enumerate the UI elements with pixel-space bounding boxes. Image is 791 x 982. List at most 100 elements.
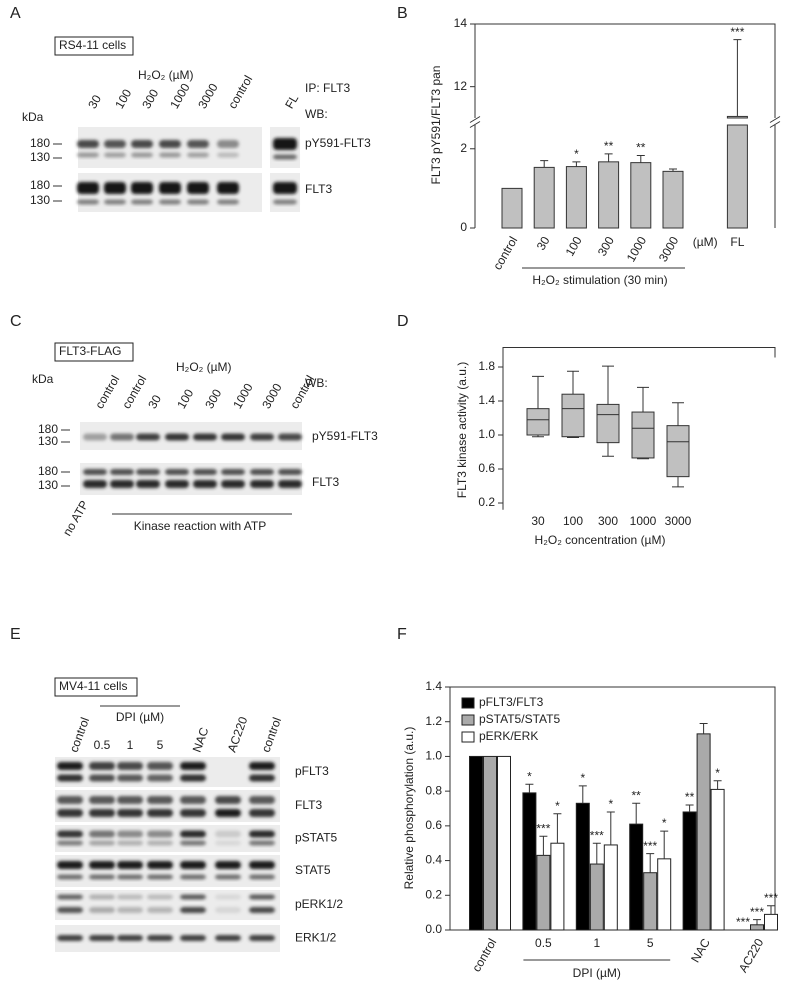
blot-band [180,935,206,941]
blot-band [136,480,160,488]
y-tick-label: 1.0 [425,749,442,763]
significance-label: ** [685,790,695,804]
blot-band [117,762,143,770]
significance-label: * [555,799,560,813]
blot-band [131,199,153,205]
bar [550,842,565,931]
bar [696,733,711,931]
blot-band [57,809,83,817]
blot-band [180,809,206,817]
blot-band [193,480,217,488]
blot-band [249,907,275,913]
blot-band [89,894,115,900]
band-label: pFLT3 [295,764,329,778]
bar [603,844,618,931]
significance-label: * [527,769,532,783]
band-label: pY591-FLT3 [305,136,371,150]
group-label: DPI (µM) [573,966,621,980]
blot-band [117,830,143,838]
blot-band [147,874,173,880]
lane-label: 300 [139,86,161,111]
x-tick-label: 1000 [624,234,650,264]
wb-label: WB: [305,376,328,390]
blot-band [77,152,99,158]
error-bar [753,919,761,925]
marker-label: 180 [38,422,58,436]
blot-band [131,152,153,158]
treatment-label: DPI (µM) [116,710,164,724]
panel-label: F [397,626,407,643]
y-tick-label: 2 [460,141,467,155]
marker-label: 180 [30,136,50,150]
bar [533,166,555,229]
significance-label: ** [636,141,646,155]
blot-band [117,809,143,817]
blot-band [165,469,189,475]
lane-label: control [92,373,122,411]
blot-band [117,935,143,941]
y-tick-label: 1.2 [425,714,442,728]
x-unit-label: (µM) [693,235,718,249]
blot-band [89,809,115,817]
lane-label: 30 [145,392,164,411]
blot-band [89,935,115,941]
blot-band [147,774,173,782]
blot-band [83,433,107,441]
lane-label: control [287,373,317,411]
blot-background [55,790,280,822]
lane-label: NAC [190,725,212,754]
blot-band [180,840,206,846]
blot-band [273,154,297,160]
blot-band [147,830,173,838]
blot-band [117,861,143,869]
x-tick-label: 3000 [656,234,682,264]
significance-label: *** [730,25,744,39]
box [561,393,585,438]
blot-band [215,874,241,880]
blot-band [147,907,173,913]
blot-band [278,480,302,488]
blot-band [217,152,239,158]
blot-band [215,861,241,869]
legend-swatch [461,697,475,709]
blot-band [83,480,107,488]
blot-band [180,762,206,770]
y-tick-label: 12 [454,79,468,93]
blot-band [57,894,83,900]
blot-band [57,907,83,913]
x-tick-label: 300 [595,234,617,259]
blot-band [104,182,126,194]
y-tick-label: 0.2 [425,887,442,901]
blot-band [57,830,83,838]
blot-band [215,809,241,817]
error-bar [685,804,694,812]
lane-label: FL [282,92,301,111]
whisker [672,476,684,488]
blot-band [57,840,83,846]
blot-band [215,830,241,838]
x-axis-label: H₂O₂ concentration (µM) [535,533,666,547]
bar [726,115,748,119]
bar [682,811,697,931]
lane-label: 1 [127,738,134,752]
blot-band [117,840,143,846]
blot-band [249,774,275,782]
blot-band [147,935,173,941]
y-tick-label: 1.0 [478,427,495,441]
significance-label: ** [604,139,614,153]
blot-band [89,907,115,913]
axis-break [469,116,481,128]
blot-band [147,840,173,846]
x-tick-label: 100 [563,514,583,528]
y-tick-label: 0.6 [478,461,495,475]
error-bar [606,811,615,845]
reaction-label: Kinase reaction with ATP [134,519,267,533]
blot-band [117,796,143,804]
blot-band [215,894,241,900]
marker-label: 130 [38,434,58,448]
label-box [54,677,138,697]
blot-band [77,140,99,148]
band-label: pSTAT5 [295,831,338,845]
blot-band [104,199,126,205]
y-axis-label: FLT3 kinase activity (a.u.) [455,362,469,499]
